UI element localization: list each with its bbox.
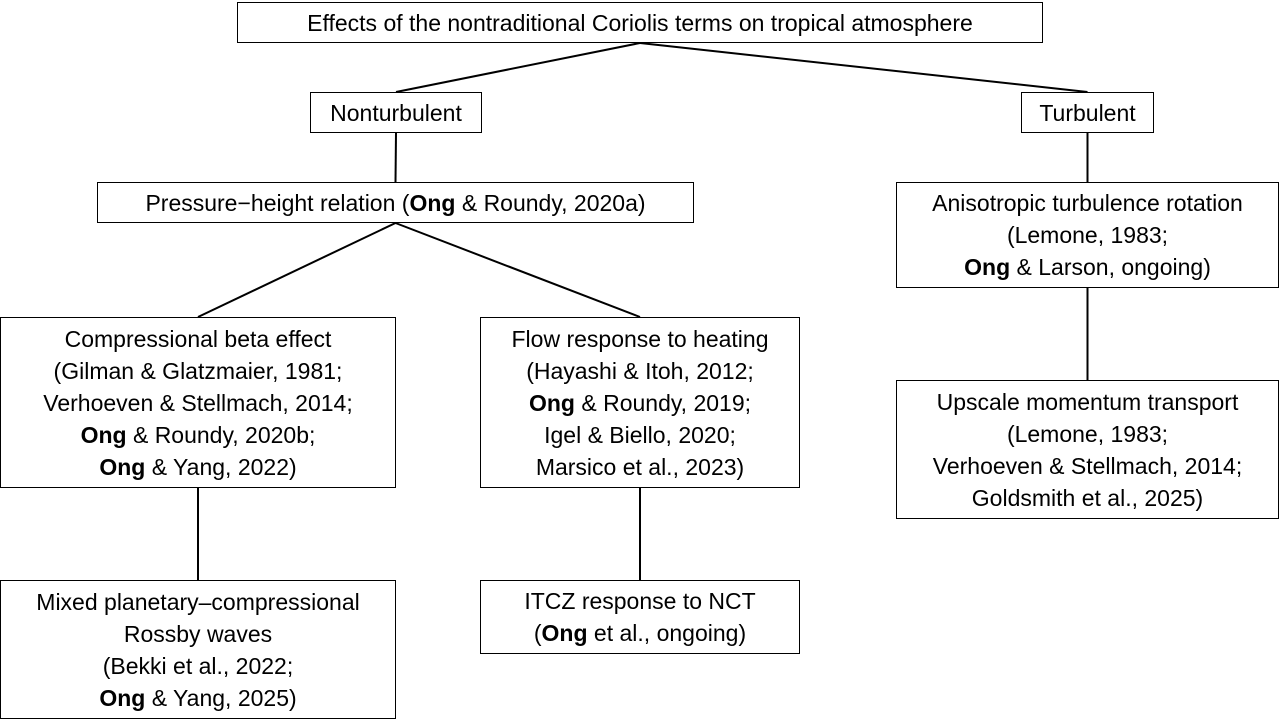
node-text-line: (Ong et al., ongoing): [534, 617, 746, 649]
author-highlight: Ong: [99, 453, 146, 480]
node-itcz-response: ITCZ response to NCT (Ong et al., ongoing…: [480, 580, 800, 654]
text-segment: (Lemone, 1983;: [1006, 222, 1169, 248]
text-segment: Flow response to heating: [511, 325, 769, 352]
node-text-line: Ong & Larson, ongoing): [964, 251, 1211, 283]
node-text-line: Compressional beta effect: [65, 323, 332, 355]
text-segment: Anisotropic turbulence rotation: [932, 190, 1243, 216]
node-flow-response-to-heating: Flow response to heating (Hayashi & Itoh,…: [480, 317, 800, 488]
node-text-line: (Gilman & Glatzmaier, 1981;: [54, 355, 343, 387]
edge-root-to-turbulent: [639, 42, 1088, 93]
text-segment: Verhoeven & Stellmach, 2014;: [932, 452, 1243, 479]
text-segment: & Yang, 2022): [145, 453, 297, 480]
text-segment: (: [533, 620, 542, 646]
node-anisotropic-turbulence-rotation: Anisotropic turbulence rotation (Lemone, …: [896, 182, 1279, 288]
node-text-line: Effects of the nontraditional Coriolis t…: [307, 7, 973, 39]
node-root-title: Effects of the nontraditional Coriolis t…: [237, 2, 1043, 43]
author-highlight: Ong: [528, 389, 575, 416]
node-text-line: Pressure−height relation (Ong & Roundy, …: [145, 187, 645, 219]
node-text-line: (Hayashi & Itoh, 2012;: [526, 355, 754, 387]
text-segment: & Roundy, 2020a): [455, 189, 646, 216]
node-text-line: Flow response to heating: [512, 323, 769, 355]
text-segment: & Roundy, 2019;: [574, 389, 752, 416]
node-pressure-height-relation: Pressure−height relation (Ong & Roundy, …: [97, 182, 694, 223]
author-highlight: Ong: [409, 189, 456, 216]
node-text-line: Ong & Roundy, 2020b;: [81, 419, 316, 451]
text-segment: (Bekki et al., 2022;: [102, 652, 294, 679]
node-text-line: Nonturbulent: [330, 97, 462, 129]
node-text-line: Ong & Yang, 2022): [99, 451, 296, 483]
node-text-line: Verhoeven & Stellmach, 2014;: [933, 450, 1242, 482]
node-text-line: Verhoeven & Stellmach, 2014;: [43, 387, 352, 419]
node-turbulent: Turbulent: [1021, 92, 1154, 133]
node-text-line: ITCZ response to NCT: [524, 585, 755, 617]
text-segment: (Lemone, 1983;: [1006, 420, 1169, 447]
text-segment: (Hayashi & Itoh, 2012;: [526, 357, 754, 384]
node-text-line: Anisotropic turbulence rotation: [932, 187, 1243, 219]
node-text-line: (Lemone, 1983;: [1007, 219, 1168, 251]
text-segment: et al., ongoing): [587, 620, 747, 646]
node-text-line: Igel & Biello, 2020;: [544, 419, 736, 451]
node-text-line: Goldsmith et al., 2025): [972, 482, 1203, 514]
author-highlight: Ong: [80, 421, 127, 448]
text-segment: Mixed planetary–compressional: [36, 588, 360, 615]
node-text-line: (Bekki et al., 2022;: [103, 650, 294, 682]
text-segment: Turbulent: [1039, 99, 1136, 126]
node-text-line: Ong & Yang, 2025): [99, 682, 296, 714]
text-segment: (Gilman & Glatzmaier, 1981;: [53, 357, 343, 384]
node-text-line: Ong & Roundy, 2019;: [529, 387, 751, 419]
text-segment: Upscale momentum transport: [936, 388, 1239, 415]
text-segment: Goldsmith et al., 2025): [971, 484, 1204, 511]
node-text-line: Rossby waves: [124, 618, 272, 650]
node-upscale-momentum-transport: Upscale momentum transport (Lemone, 1983;…: [896, 380, 1279, 519]
node-nonturbulent: Nonturbulent: [310, 92, 482, 133]
text-segment: Verhoeven & Stellmach, 2014;: [43, 389, 353, 416]
edge-pressure-height-to-compressional-beta: [197, 222, 396, 318]
text-segment: Rossby waves: [123, 620, 273, 647]
text-segment: & Larson, ongoing): [1010, 254, 1211, 280]
text-segment: Compressional beta effect: [64, 325, 332, 352]
node-text-line: Marsico et al., 2023): [536, 451, 744, 483]
node-text-line: (Lemone, 1983;: [1007, 418, 1168, 450]
node-text-line: Upscale momentum transport: [937, 386, 1239, 418]
author-highlight: Ong: [541, 620, 588, 646]
node-text-line: Mixed planetary–compressional: [36, 586, 359, 618]
node-compressional-beta-effect: Compressional beta effect (Gilman & Glatz…: [0, 317, 396, 488]
node-mixed-rossby-waves: Mixed planetary–compressional Rossby wave…: [0, 580, 396, 719]
text-segment: Pressure−height relation (: [145, 189, 410, 216]
author-highlight: Ong: [964, 254, 1011, 280]
node-text-line: Turbulent: [1039, 97, 1135, 129]
text-segment: Effects of the nontraditional Coriolis t…: [307, 9, 973, 36]
text-segment: & Roundy, 2020b;: [126, 421, 316, 448]
text-segment: ITCZ response to NCT: [524, 588, 756, 614]
edge-nonturbulent-to-pressure-height: [394, 132, 397, 183]
edge-root-to-nonturbulent: [395, 42, 641, 93]
author-highlight: Ong: [99, 684, 146, 711]
text-segment: & Yang, 2025): [145, 684, 297, 711]
edge-pressure-height-to-flow-response: [395, 222, 641, 318]
text-segment: Igel & Biello, 2020;: [544, 421, 736, 448]
text-segment: Nonturbulent: [330, 99, 462, 126]
text-segment: Marsico et al., 2023): [535, 453, 745, 480]
